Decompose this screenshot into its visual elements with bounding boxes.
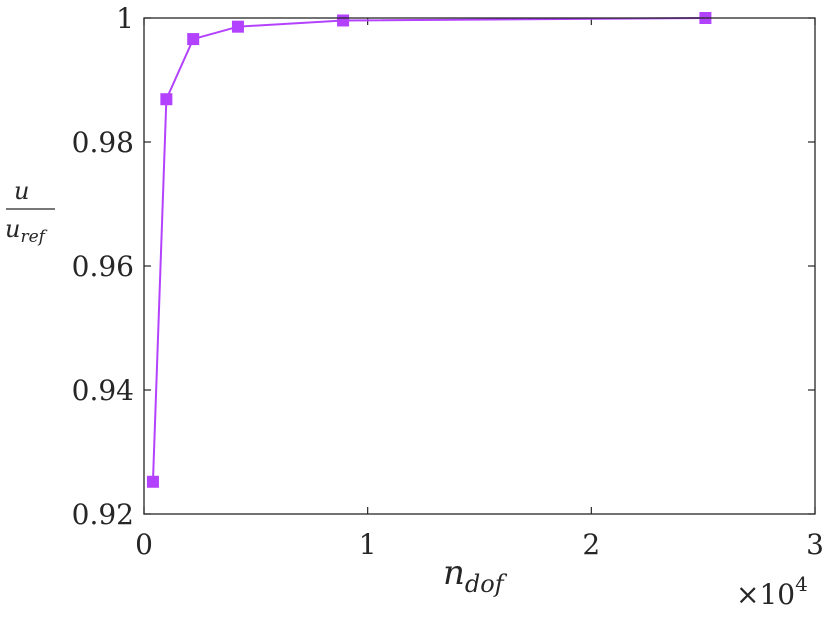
axes-box — [143, 17, 816, 515]
y-tick-label: 0.94 — [72, 374, 134, 407]
x-axis-label-sub: dof — [465, 570, 508, 598]
data-point-marker — [160, 93, 173, 106]
y-tick-label: 1 — [116, 2, 134, 35]
y-axis-label-numerator: u — [14, 177, 29, 205]
x-tick-label: 0 — [135, 528, 153, 561]
x-axis-label: ndof — [443, 553, 508, 598]
y-axis-label-denominator-main: u — [5, 215, 20, 243]
plot-area — [144, 18, 815, 514]
data-point-marker — [231, 20, 244, 33]
y-tick-label: 0.96 — [72, 250, 134, 283]
x-axis-label-main: n — [443, 553, 465, 593]
x-scale-multiplier-exponent: 4 — [795, 572, 808, 596]
data-point-marker — [146, 475, 159, 488]
y-tick-label: 0.92 — [72, 498, 134, 531]
x-tick-label: 2 — [582, 528, 600, 561]
y-axis-label: u uref — [5, 177, 55, 247]
x-scale-multiplier: ×104 — [736, 572, 808, 611]
x-scale-multiplier-base: ×10 — [736, 578, 795, 611]
data-point-marker — [187, 33, 200, 46]
y-axis-label-denominator: uref — [5, 215, 48, 247]
series-line — [151, 17, 706, 482]
y-axis-label-denominator-sub: ref — [20, 227, 47, 247]
data-point-marker — [337, 14, 350, 27]
y-tick-label: 0.98 — [72, 126, 134, 159]
x-tick-label: 3 — [806, 528, 824, 561]
tick-labels: 0 1 2 3 0.92 0.94 0.96 0.98 1 — [72, 2, 824, 561]
x-tick-label: 1 — [359, 528, 377, 561]
